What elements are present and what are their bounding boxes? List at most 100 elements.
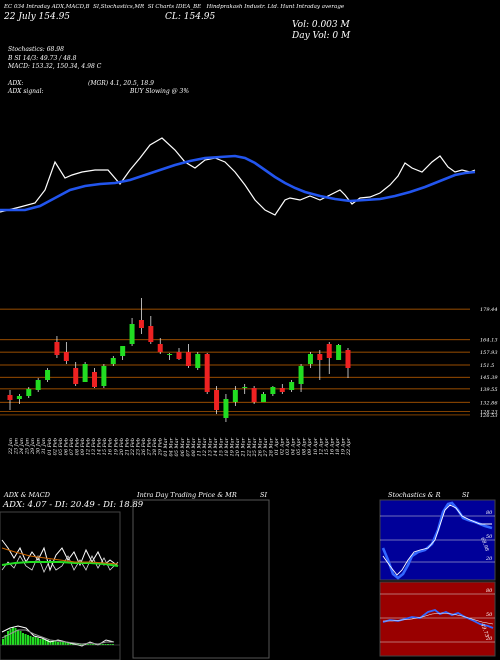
candle-up (45, 370, 51, 380)
adx-signal-label: ADX signal: (8, 88, 44, 95)
candle-up (120, 346, 126, 356)
date-axis-label: 27 Mar (263, 437, 269, 457)
date-axis-label: 01 Mar (163, 437, 169, 456)
price-axis-label: 128.23 (480, 410, 498, 416)
adx-panel-title: ADX & MACD (4, 491, 50, 499)
macd-bar (12, 627, 14, 645)
candle-down (279, 388, 285, 392)
price-line (0, 137, 476, 216)
price-axis-label: 126.53 (480, 413, 498, 419)
macd-histogram (2, 627, 114, 645)
macd-bar (112, 644, 114, 645)
macd-bar (64, 642, 67, 645)
date-axis-label: 24 Jan (19, 438, 25, 455)
candle-down (326, 344, 332, 358)
date-axis-label: 15 Feb (102, 438, 108, 455)
date-axis-label: 08 Mar (191, 437, 197, 456)
date-axis-label: 11 Mar (196, 437, 202, 456)
moving-average-line (0, 154, 476, 212)
date-axis-label: 02 Apr (280, 437, 286, 455)
date-axis-label: 21 Mar (241, 437, 247, 457)
macd-bar (99, 644, 102, 645)
candle-down (176, 352, 182, 359)
date-axis-label: 19 Feb (113, 438, 119, 455)
macd-bar (109, 644, 112, 645)
stoch-tick-50: 50 (486, 534, 493, 540)
date-axis-label: 14 Feb (97, 438, 103, 455)
header-vol: Vol: 0.003 M (292, 20, 350, 30)
candle-down (54, 342, 60, 355)
date-axis-label: 02 Feb (52, 438, 58, 455)
date-axis-label: 12 Mar (202, 437, 208, 456)
candle-down (92, 372, 97, 387)
date-axis-label: 22 Jan (8, 438, 14, 455)
macd-bar (7, 631, 9, 645)
rsi-tick-50: 50 (486, 612, 493, 618)
macd-bar (62, 642, 64, 645)
macd-bar (42, 639, 44, 645)
date-axis-label: 19 Mar (230, 437, 236, 456)
macd-bar (52, 641, 54, 645)
date-axis-label: 10 Apr (313, 437, 319, 455)
candle-down (251, 388, 257, 402)
candles (7, 298, 351, 422)
date-axis-label: 26 Mar (257, 437, 263, 457)
macd-bar (19, 631, 22, 645)
candle-up (270, 387, 276, 394)
date-axis-label: 25 Mar (252, 437, 258, 457)
macd-bar (59, 642, 62, 645)
date-axis-label: 20 Feb (119, 438, 125, 456)
macd-bar (79, 644, 82, 645)
date-axis: 22 Jan 23 Jan 24 Jan 25 Jan 29 Jan 30 Jan 31 J… (8, 437, 352, 457)
candle-down (63, 352, 69, 361)
macd-bar (22, 633, 24, 645)
candle-down (73, 368, 79, 384)
date-axis-label: 26 Feb (141, 438, 147, 456)
candle-down (214, 390, 220, 410)
adx-panel-values: ADX: 4.07 - DI: 20.49 - DI: 18.89 (3, 500, 144, 510)
header-seg-3: SI Charts IDEA_BE (147, 4, 202, 10)
macd-bar (87, 644, 89, 645)
macd-bar (69, 643, 72, 645)
date-axis-label: 07 Feb (69, 438, 75, 455)
date-axis-label: 25 Jan (25, 438, 31, 455)
stochastics-panel-title: Stochastics & R (388, 491, 441, 499)
intraday-panel-title: Intra Day Trading Price & MR (137, 491, 237, 499)
candle-up (261, 394, 266, 402)
intraday-panel-title-2: SI (260, 491, 268, 499)
price-axis-label: 179.44 (480, 307, 498, 313)
candle-down (7, 395, 13, 400)
stochastics-panel-title-2: SI (462, 491, 470, 499)
date-axis-label: 14 Mar (213, 437, 219, 456)
candle-down (204, 354, 210, 392)
candle-up (101, 366, 107, 386)
candle-up (35, 380, 41, 390)
macd-bar (54, 641, 57, 645)
date-axis-label: 08 Apr (302, 437, 308, 455)
rsi-tick-20: 20 (485, 636, 493, 642)
date-axis-label: 18 Mar (224, 437, 230, 456)
date-axis-label: 04 Mar (169, 437, 175, 456)
price-axis-label: 151.5 (480, 363, 494, 369)
candle-up (242, 387, 248, 388)
header-seg-4: Hindprakash Industr. Ltd. Hunt Intraday … (206, 4, 345, 10)
date-axis-label: 04 Apr (291, 437, 297, 455)
macd-bar (14, 628, 17, 645)
date-axis-label: 29 Feb (158, 438, 164, 456)
header-line: EC 034 Intraday ADX,MACD,B SI,Stochastic… (4, 4, 344, 10)
macd-bar (57, 642, 59, 645)
macd-bar (104, 644, 107, 645)
price-axis-label: 145.39 (480, 375, 498, 381)
date-axis-label: 22 Feb (130, 438, 136, 456)
date-axis-label: 16 Apr (329, 437, 335, 455)
macd-bar (34, 637, 37, 645)
stoch-value-label: 68.98 (479, 537, 490, 553)
stoch-tick-20: 20 (485, 556, 493, 562)
date-axis-label: 15 Mar (219, 437, 225, 456)
rsi-value-label: 49.73 (479, 622, 490, 638)
price-axis-label: 164.13 (480, 338, 498, 344)
macd-bar (92, 644, 94, 645)
date-axis-label: 15 Apr (324, 437, 330, 455)
header-dayvol: Day Vol: 0 M (292, 31, 351, 41)
header-close: CL: 154.95 (165, 12, 216, 22)
